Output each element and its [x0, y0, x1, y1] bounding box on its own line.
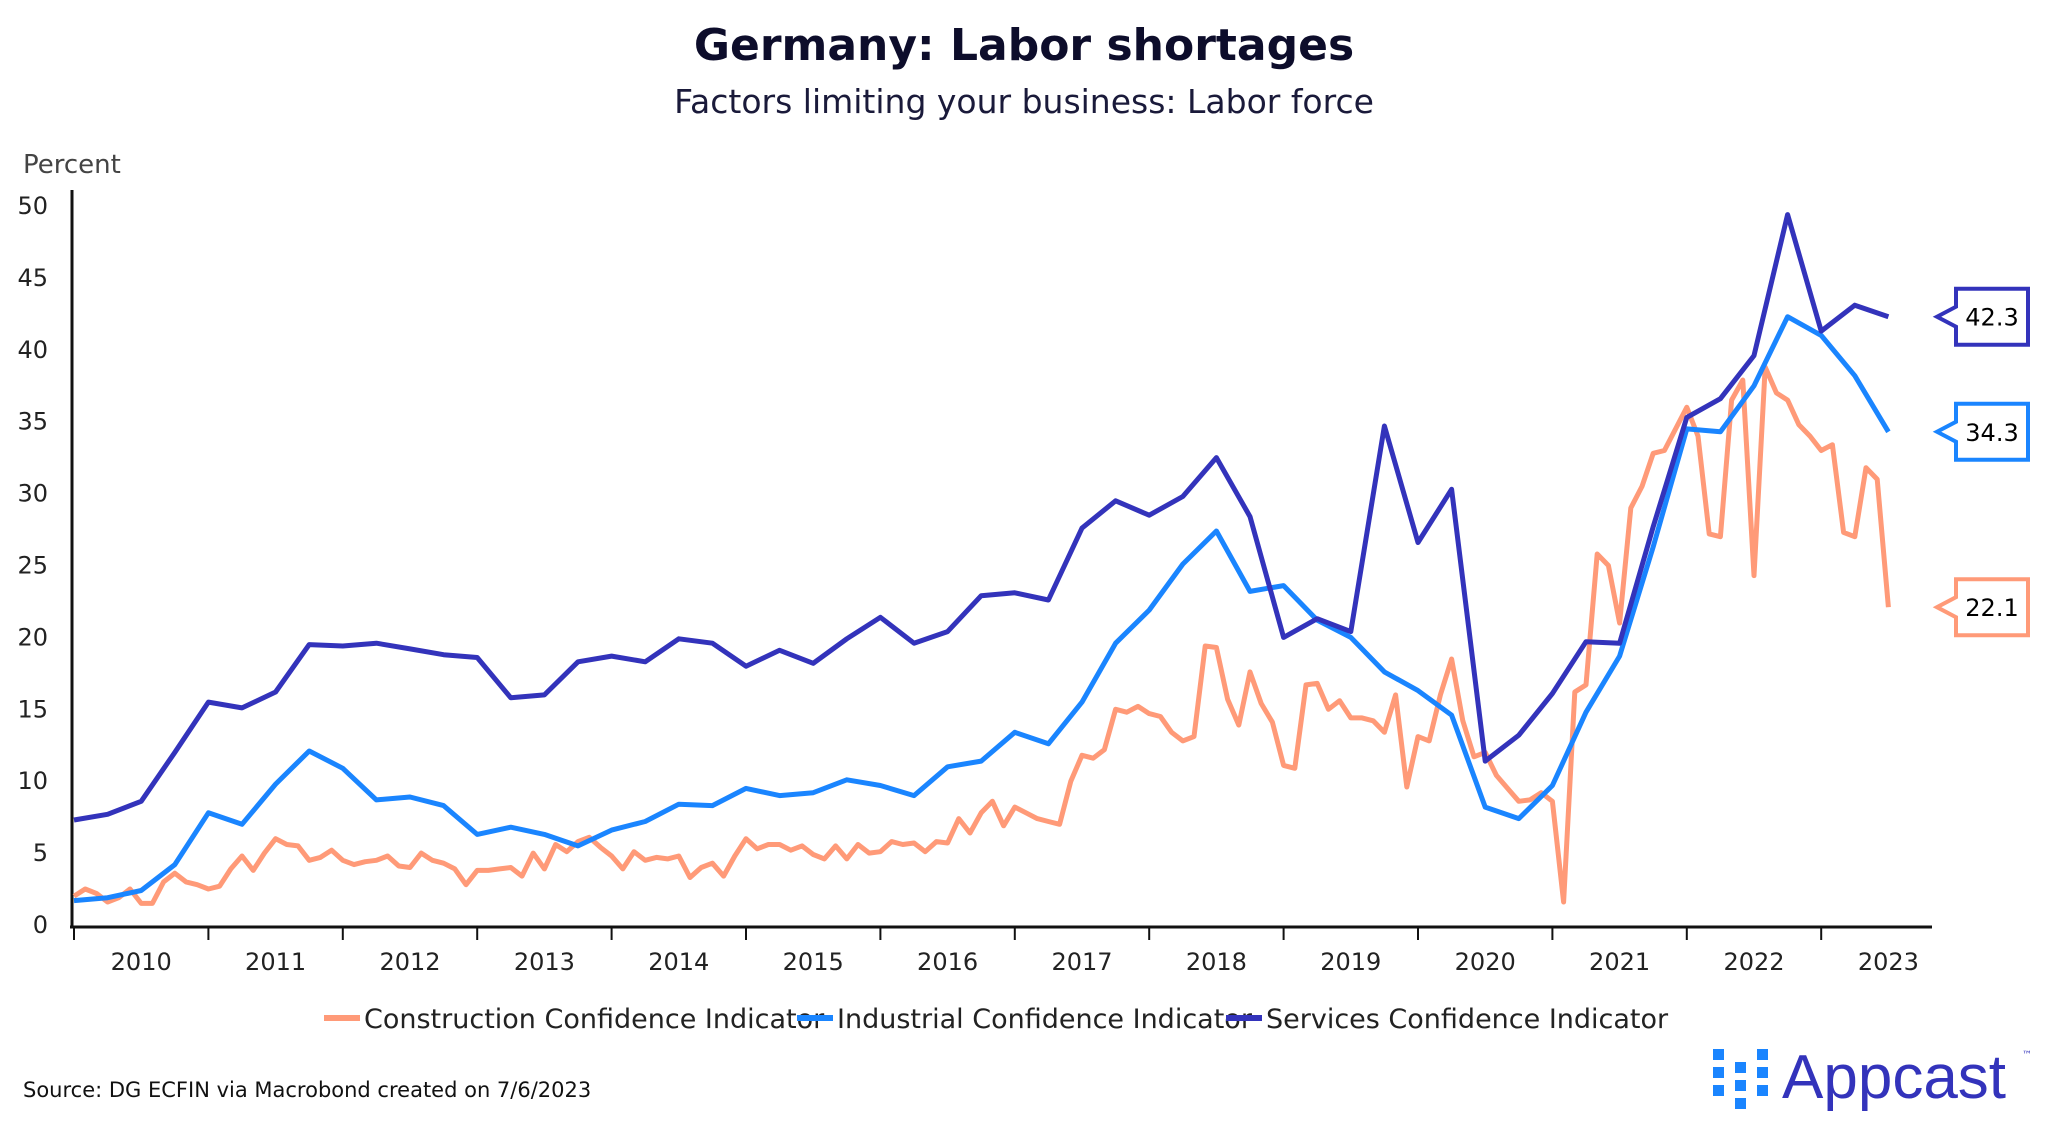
series-line-1 [73, 314, 1891, 904]
x-tick-label: 2021 [1589, 948, 1650, 976]
x-tick-label: 2018 [1186, 948, 1247, 976]
x-tick-label: 2016 [917, 948, 978, 976]
chart-subtitle: Factors limiting your business: Labor fo… [674, 82, 1374, 121]
x-tick-label: 2020 [1455, 948, 1516, 976]
appcast-logo-icon [1713, 1049, 1768, 1109]
y-tick-label: 30 [17, 480, 48, 508]
tag-box [1932, 401, 2030, 462]
appcast-logo: Appcast ™ [1713, 1043, 2032, 1112]
y-tick-label: 15 [17, 695, 48, 723]
last-value-tag: 42.3 [1932, 286, 2030, 347]
tag-box [1932, 577, 2030, 638]
series-line-0 [72, 364, 1891, 906]
y-tick-label: 40 [17, 336, 48, 364]
x-tick-label: 2010 [111, 948, 172, 976]
appcast-logo-text: Appcast [1782, 1043, 2006, 1112]
legend-item: Construction Confidence Indicator [324, 1004, 825, 1035]
y-tick-label: 35 [17, 408, 48, 436]
x-tick-label: 2013 [514, 948, 575, 976]
tag-value: 22.1 [1965, 594, 2018, 622]
x-tick-label: 2012 [379, 948, 440, 976]
y-axis-label: Percent [23, 150, 121, 180]
y-tick-label: 0 [33, 911, 48, 939]
chart-title: Germany: Labor shortages [694, 20, 1354, 71]
x-tick-label: 2023 [1858, 948, 1919, 976]
x-tick-label: 2019 [1320, 948, 1381, 976]
x-tick-label: 2022 [1723, 948, 1784, 976]
x-tick-label: 2011 [245, 948, 306, 976]
series-line-2 [73, 212, 1890, 823]
source-note: Source: DG ECFIN via Macrobond created o… [23, 1078, 591, 1102]
y-tick-label: 20 [17, 623, 48, 651]
tag-box [1932, 286, 2030, 347]
legend: Construction Confidence Indicator Industr… [324, 1004, 1669, 1035]
y-tick-label: 50 [17, 192, 48, 220]
legend-item: Services Confidence Indicator [1226, 1004, 1669, 1035]
appcast-logo-tm: ™ [2022, 1050, 2032, 1061]
tag-value: 34.3 [1965, 419, 2018, 447]
legend-item: Industrial Confidence Indicator [797, 1004, 1253, 1035]
legend-label: Construction Confidence Indicator [364, 1004, 825, 1035]
y-tick-label: 5 [33, 839, 48, 867]
y-tick-label: 45 [17, 264, 48, 292]
last-value-tag: 22.1 [1932, 577, 2030, 638]
legend-label: Industrial Confidence Indicator [837, 1004, 1253, 1035]
series-lines [72, 212, 1891, 906]
y-tick-label: 10 [17, 767, 48, 795]
last-value-tag: 34.3 [1932, 401, 2030, 462]
x-tick-label: 2014 [648, 948, 709, 976]
x-tick-label: 2017 [1051, 948, 1112, 976]
legend-label: Services Confidence Indicator [1266, 1004, 1669, 1035]
last-value-tags: 22.1 34.3 42.3 [1932, 286, 2030, 638]
y-tick-label: 25 [17, 552, 48, 580]
axes: 0 5 10 15 20 25 30 35 40 45 50 2010 2011 2012 2013 2014… [17, 190, 1932, 976]
tag-value: 42.3 [1965, 304, 2018, 332]
x-tick-label: 2015 [783, 948, 844, 976]
